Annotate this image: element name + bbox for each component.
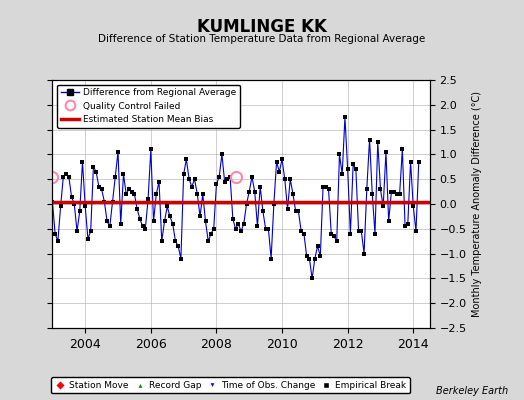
- Text: Difference of Station Temperature Data from Regional Average: Difference of Station Temperature Data f…: [99, 34, 425, 44]
- Text: Berkeley Earth: Berkeley Earth: [436, 386, 508, 396]
- Legend: Station Move, Record Gap, Time of Obs. Change, Empirical Break: Station Move, Record Gap, Time of Obs. C…: [51, 377, 410, 394]
- Legend: Difference from Regional Average, Quality Control Failed, Estimated Station Mean: Difference from Regional Average, Qualit…: [57, 84, 240, 128]
- Text: KUMLINGE KK: KUMLINGE KK: [197, 18, 327, 36]
- Y-axis label: Monthly Temperature Anomaly Difference (°C): Monthly Temperature Anomaly Difference (…: [472, 91, 482, 317]
